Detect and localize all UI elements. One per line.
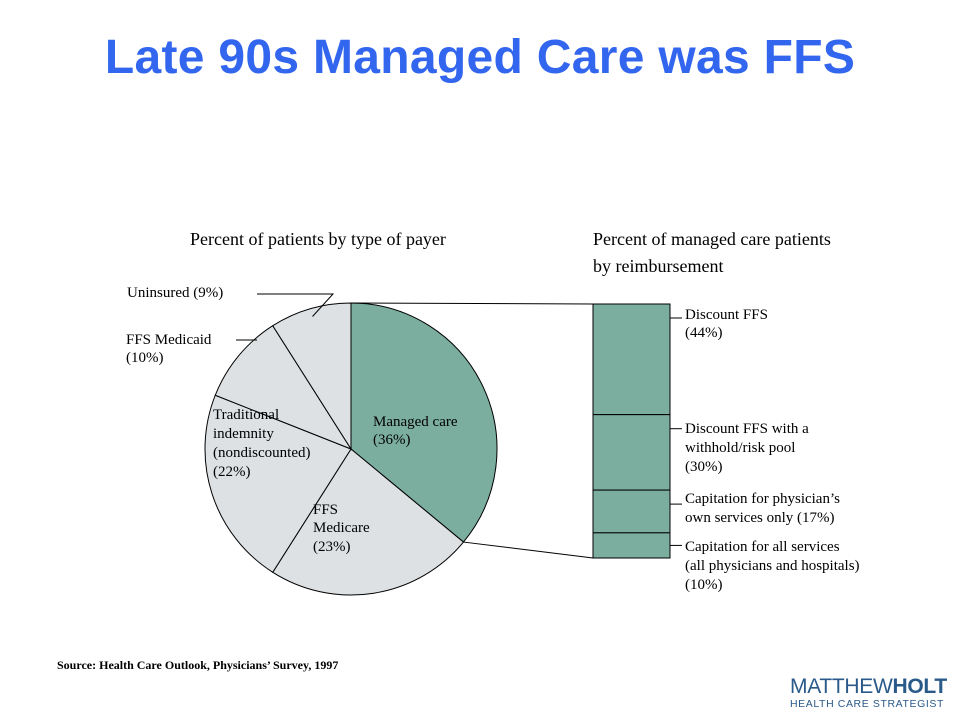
pie-slice-ffs-medicaid [214,325,353,451]
reimbursement-stacked-bar [350,302,682,559]
slice-value-managed-care: (36%) [373,432,411,448]
connector-top [350,302,594,305]
bar-segment-cap-all [592,532,671,559]
leader-line-uninsured [257,293,335,317]
slice-label-ffs-medicare-1: FFS [313,502,338,518]
slide-title: Late 90s Managed Care was FFS [104,31,856,84]
slice-value-indemnity: (22%) [213,464,251,480]
segment-label-cap-physician-1: Capitation for physician’s [685,491,840,507]
pie-slice-ffs-medicare [272,448,465,596]
company-logo: MATTHEWHOLT HEALTH CARE STRATEGIST [790,676,950,711]
pie-slice-indemnity [204,394,352,573]
slice-label-ffs-medicaid: FFS Medicaid [126,332,212,348]
bar-segment-cap-physician [592,489,671,534]
slice-label-managed-care: Managed care [373,414,458,430]
bar-segment-withhold-risk-pool [592,414,671,491]
pie-slice-uninsured [272,302,352,451]
logo-name-light: MATTHEW [790,675,893,698]
segment-label-cap-all-1: Capitation for all services [685,539,840,555]
bar-chart-title-line1: Percent of managed care patients [593,229,831,249]
bar-segment-discount-ffs [592,303,671,416]
segment-value-discount-ffs: (44%) [685,325,723,341]
logo-tagline: HEALTH CARE STRATEGIST [790,698,944,710]
slice-value-ffs-medicaid: (10%) [126,350,164,366]
logo-wordmark: MATTHEWHOLT [790,676,950,698]
segment-label-withhold-2: withhold/risk pool [685,440,795,456]
logo-name-bold: HOLT [892,675,948,698]
segment-value-cap-all: (10%) [685,577,723,593]
slice-label-uninsured: Uninsured (9%) [127,285,223,301]
slice-label-indemnity-1: Traditional [213,407,279,423]
payer-pie-chart [204,293,498,596]
pie-chart-title: Percent of patients by type of payer [190,229,446,249]
segment-label-cap-physician-2: own services only (17%) [685,510,835,526]
segment-label-cap-all-2: (all physicians and hospitals) [685,558,860,574]
slice-value-ffs-medicare: (23%) [313,539,351,555]
segment-label-discount-ffs-1: Discount FFS [685,307,768,323]
segment-label-withhold-1: Discount FFS with a [685,421,809,437]
slice-label-ffs-medicare-2: Medicare [313,520,370,536]
source-note: Source: Health Care Outlook, Physicians’… [57,658,339,672]
segment-value-withhold: (30%) [685,459,723,475]
slice-label-indemnity-2: indemnity [213,426,274,442]
slice-label-indemnity-3: (nondiscounted) [213,445,310,461]
pie-slice-managed-care [350,302,498,543]
bar-chart-title-line2: by reimbursement [593,256,723,276]
connector-bottom [463,541,594,559]
